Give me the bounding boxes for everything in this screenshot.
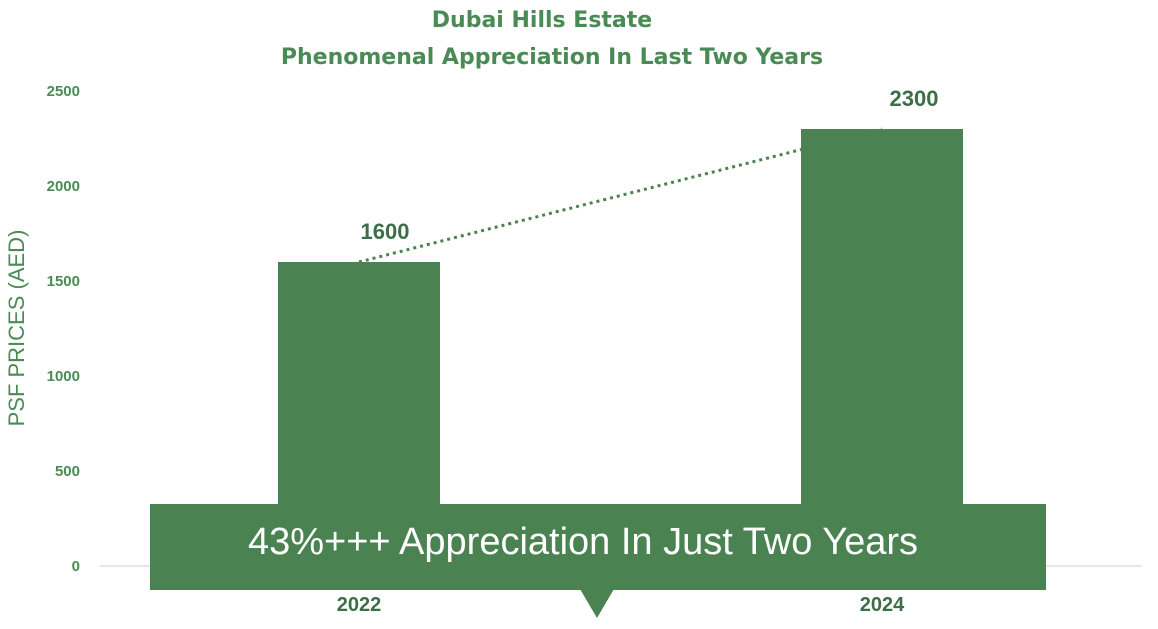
y-axis-label: PSF PRICES (AED) xyxy=(4,230,29,427)
x-axis-ticks: 2022 2024 xyxy=(337,594,905,616)
appreciation-banner: 43%+++ Appreciation In Just Two Years xyxy=(150,504,1046,618)
y-tick-label: 1500 xyxy=(47,273,80,290)
chart-title: Dubai Hills Estate xyxy=(432,8,652,33)
y-tick-label: 500 xyxy=(55,463,80,480)
y-tick-label: 2500 xyxy=(47,83,80,100)
x-tick-label: 2022 xyxy=(337,594,382,616)
y-axis-ticks: 0 500 1000 1500 2000 2500 xyxy=(47,83,80,575)
trendline xyxy=(358,127,883,264)
x-tick-label: 2024 xyxy=(860,594,905,616)
y-tick-label: 1000 xyxy=(47,368,80,385)
y-tick-label: 0 xyxy=(72,558,80,575)
data-label: 2300 xyxy=(890,86,939,111)
banner-text: 43%+++ Appreciation In Just Two Years xyxy=(248,521,918,563)
bar xyxy=(801,129,963,566)
bars xyxy=(278,129,963,566)
chart-subtitle: Phenomenal Appreciation In Last Two Year… xyxy=(281,45,823,70)
banner-box xyxy=(150,504,1046,590)
banner-pointer xyxy=(580,589,614,618)
data-labels: 1600 2300 xyxy=(361,86,939,244)
data-label: 1600 xyxy=(361,219,410,244)
y-tick-label: 2000 xyxy=(47,178,80,195)
